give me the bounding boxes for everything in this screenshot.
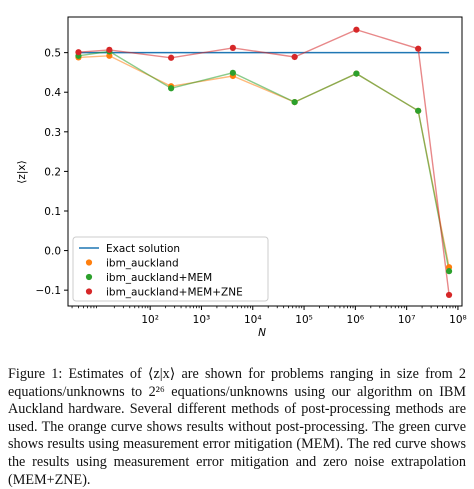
y-tick-label: 0.3 (44, 127, 61, 139)
y-tick-label: 0.5 (44, 48, 61, 60)
series-line-3 (78, 28, 450, 295)
x-tick-label: 10⁵ (295, 314, 313, 326)
data-point-series-3-3 (229, 44, 236, 51)
legend-box (72, 236, 269, 302)
data-point-series-3-1 (106, 46, 113, 53)
legend-label: ibm_auckland (106, 258, 179, 270)
data-point-series-3-2 (168, 54, 175, 61)
x-tick-label: 10⁸ (449, 314, 467, 326)
data-point-series-3-0 (75, 49, 82, 56)
ticks-layer: 0.5 0.4 0.3 0.2 0.1 0.0 −0.1 10² 10³ 10⁴ 10⁵ 10⁶ 10⁷… (36, 48, 467, 326)
legend-swatch-marker (85, 288, 93, 295)
data-point-series-2-3 (229, 69, 236, 76)
data-point-series-2-5 (353, 70, 360, 77)
y-tick-label: 0.2 (44, 166, 61, 178)
plot-frame (67, 16, 463, 307)
x-tick-label: 10⁷ (398, 314, 416, 326)
data-point-series-2-2 (168, 85, 175, 92)
data-point-series-1-1 (106, 52, 113, 59)
data-point-series-3-7 (445, 291, 453, 299)
figure-caption: Figure 1: Estimates of ⟨z|x⟩ are shown f… (8, 366, 466, 488)
legend-swatch-marker (85, 273, 93, 281)
data-point-series-3-6 (415, 45, 422, 52)
series-layer (75, 26, 453, 299)
x-tick-label: 10⁶ (347, 314, 365, 326)
x-tick-label: 10² (141, 314, 159, 326)
y-tick-label: 0.0 (44, 246, 61, 258)
legend-label: ibm_auckland+MEM (106, 272, 212, 284)
legend-swatch-marker (85, 259, 93, 266)
chart-figure: 0.5 0.4 0.3 0.2 0.1 0.0 −0.1 10² 10³ 10⁴ 10⁵ 10⁶ 10⁷… (16, 16, 467, 339)
data-point-series-3-4 (291, 53, 298, 61)
y-tick-label: −0.1 (36, 285, 62, 297)
x-tick-label: 10⁴ (244, 314, 262, 326)
chart-svg: 0.5 0.4 0.3 0.2 0.1 0.0 −0.1 10² 10³ 10⁴ 10⁵ 10⁶ 10⁷… (16, 16, 467, 339)
y-axis-label: ⟨z|x⟩ (16, 160, 28, 183)
x-axis-label: N (258, 327, 266, 339)
y-tick-label: 0.4 (44, 87, 61, 99)
legend-label: ibm_auckland+MEM+ZNE (106, 287, 243, 299)
legend-label: Exact solution (106, 243, 180, 255)
data-point-series-3-5 (353, 26, 360, 33)
series-line-2 (78, 50, 450, 272)
x-tick-label: 10³ (193, 314, 211, 326)
data-point-series-2-4 (291, 99, 298, 106)
data-point-series-2-7 (445, 268, 453, 275)
data-point-series-2-6 (415, 107, 422, 114)
y-tick-label: 0.1 (44, 206, 61, 218)
legend: Exact solution ibm_auckland ibm_auckland+M… (72, 236, 269, 302)
